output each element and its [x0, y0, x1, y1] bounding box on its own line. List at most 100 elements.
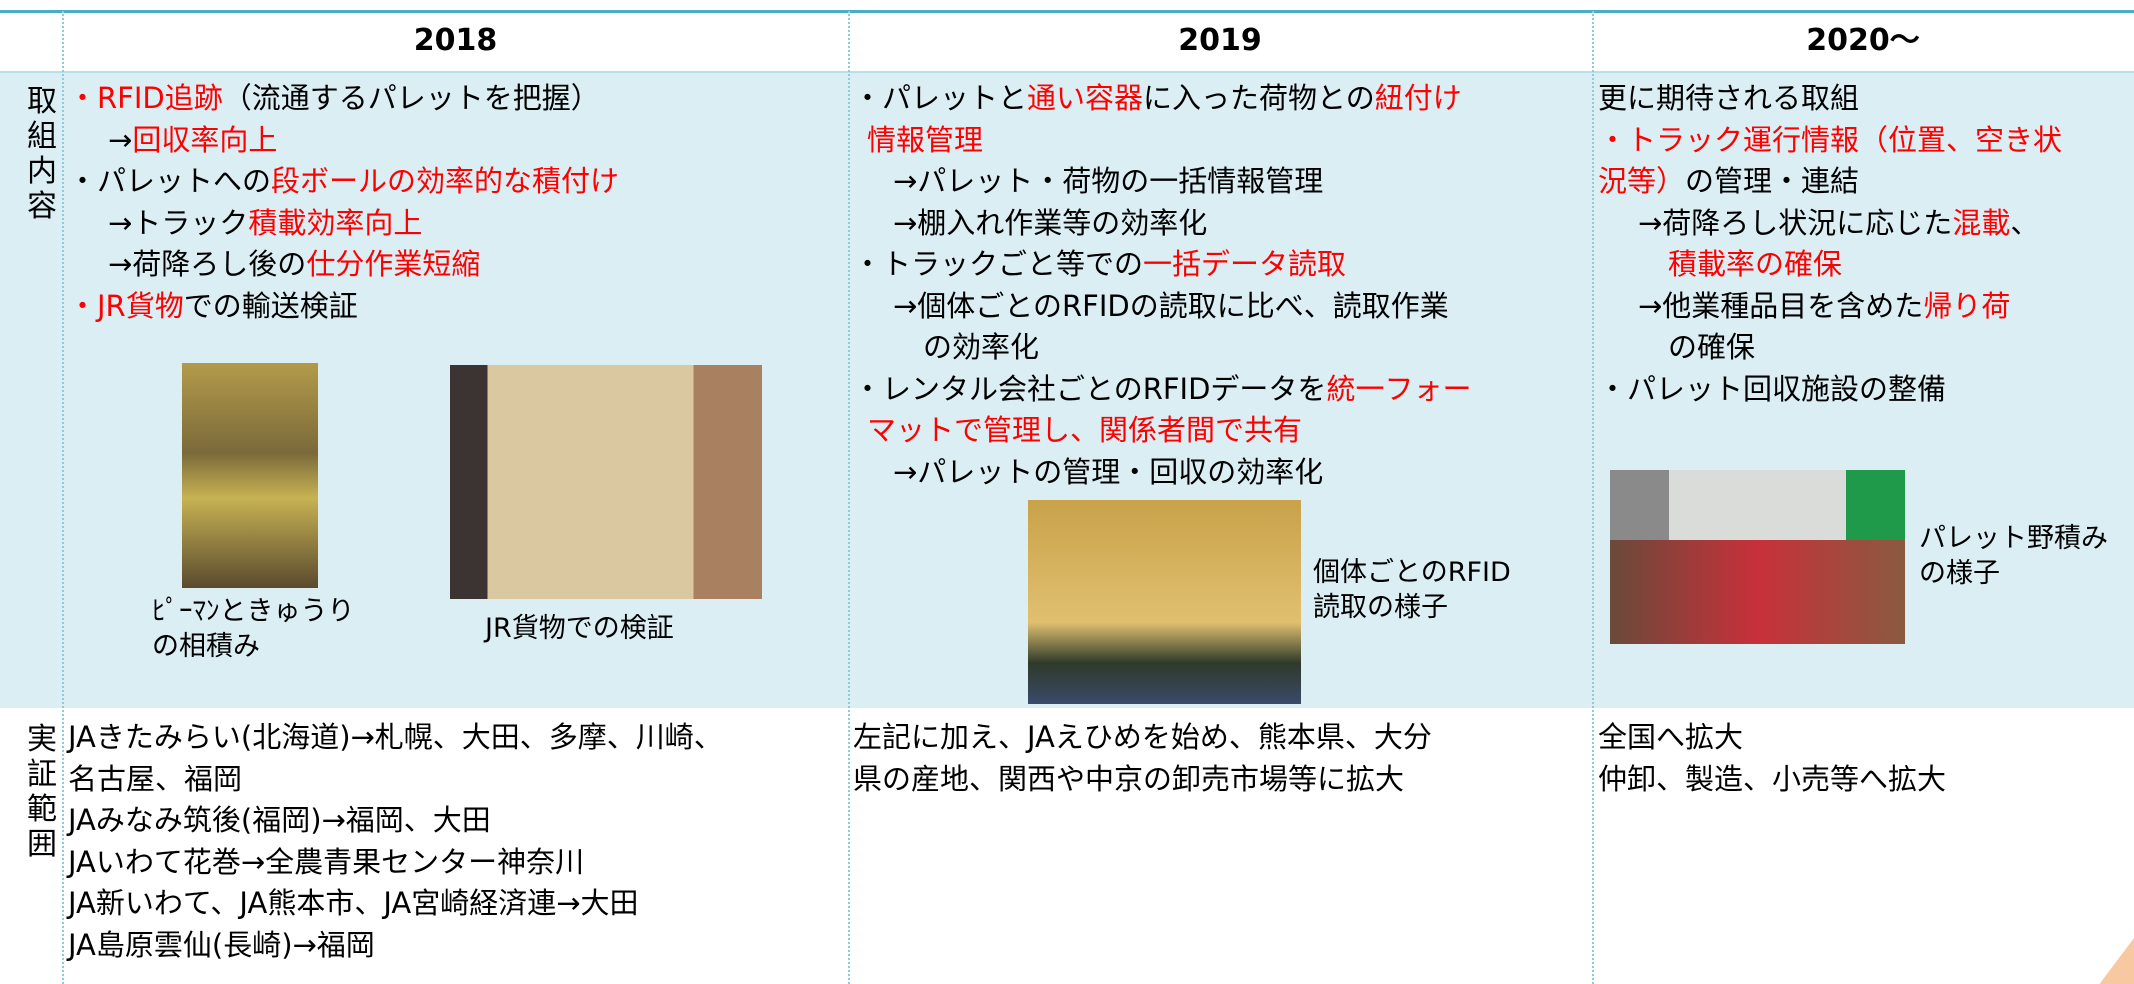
text-line: JAいわて花巻→全農青果センター神奈川 [68, 842, 584, 883]
text-line: の確保 [1668, 327, 1755, 368]
text: での輸送検証 [183, 288, 358, 323]
photo-caption: パレット野積み [1919, 523, 2108, 554]
text: JA新いわて、JA熊本市、JA宮崎経済連→大田 [68, 886, 639, 920]
text: →他業種品目を含めた [1638, 288, 1924, 323]
text: →荷降ろし後の [108, 247, 307, 281]
highlight-text: 積載率の確保 [1668, 247, 1843, 281]
text-line: →個体ごとのRFIDの読取に比べ、読取作業 [893, 286, 1449, 327]
text-line: →パレットの管理・回収の効率化 [893, 452, 1323, 493]
text: →トラック [108, 205, 249, 240]
text-line: 情報管理 [867, 120, 983, 161]
text: →パレットの管理・回収の効率化 [893, 454, 1324, 489]
text: ・パレットへの [68, 164, 272, 198]
text-line: ・パレット回収施設の整備 [1598, 369, 1946, 410]
text: （流通するパレットを把握） [222, 81, 600, 115]
text: の管理・連結 [1685, 164, 1860, 198]
highlight-text: 通い容器 [1027, 81, 1144, 115]
highlight-text: 混載 [1952, 205, 2011, 240]
column-divider [1592, 11, 1594, 984]
text-line: →回収率向上 [108, 120, 277, 161]
highlight-text: 一括データ読取 [1143, 247, 1347, 281]
highlight-text: 紐付け [1374, 81, 1462, 115]
highlight-text: 況等） [1598, 164, 1686, 198]
photo-caption: ﾋﾟｰﾏﾝときゅうり [152, 596, 355, 627]
text-line: JA新いわて、JA熊本市、JA宮崎経済連→大田 [68, 883, 639, 924]
text-line: ・レンタル会社ごとのRFIDデータを統一フォー [853, 369, 1471, 410]
highlight-text: 段ボールの効率的な積付け [271, 164, 620, 198]
text-line: JA島原雲仙(長崎)→福岡 [68, 925, 375, 966]
photo-caption: 読取の様子 [1313, 592, 1448, 623]
highlight-text: マットで管理し、関係者間で共有 [867, 413, 1303, 447]
photo [182, 363, 318, 588]
text-line: →パレット・荷物の一括情報管理 [893, 161, 1323, 202]
text: に入った荷物との [1143, 81, 1375, 115]
text-line: 全国へ拡大 [1598, 717, 1743, 758]
photo-caption: JR貨物での検証 [485, 613, 674, 644]
text: JA島原雲仙(長崎)→福岡 [68, 927, 375, 962]
column-header: 2018 [413, 23, 498, 58]
text-line: マットで管理し、関係者間で共有 [867, 410, 1302, 451]
photo [1610, 470, 1905, 644]
text-line: 名古屋、福岡 [68, 759, 242, 800]
text-line: 更に期待される取組 [1598, 78, 1859, 119]
photo [450, 365, 762, 599]
text-line: 況等）の管理・連結 [1598, 161, 1859, 202]
text: 更に期待される取組 [1598, 81, 1860, 115]
text: 仲卸、製造、小売等へ拡大 [1598, 761, 1947, 796]
text-line: →棚入れ作業等の効率化 [893, 203, 1207, 244]
row-label: 実証範囲 [27, 722, 57, 862]
highlight-text: 積載効率向上 [248, 205, 423, 240]
text: JAいわて花巻→全農青果センター神奈川 [68, 844, 585, 879]
text-line: ・パレットと通い容器に入った荷物との紐付け [853, 78, 1462, 119]
text: →個体ごとのRFIDの読取に比べ、読取作業 [893, 288, 1449, 323]
text-line: →荷降ろし状況に応じた混載、 [1638, 203, 2039, 244]
text-line: JAきたみらい(北海道)→札幌、大田、多摩、川崎、 [68, 717, 723, 758]
highlight-text: ・JR貨物 [68, 288, 184, 323]
highlight-text: ・トラック運行情報（位置、空き状 [1598, 122, 2063, 157]
text: →パレット・荷物の一括情報管理 [893, 164, 1324, 198]
text: 左記に加え、JAえひめを始め、熊本県、大分 [853, 720, 1432, 754]
column-divider [62, 11, 64, 984]
photo-caption: の様子 [1919, 558, 2000, 589]
text: 県の産地、関西や中京の卸売市場等に拡大 [853, 761, 1405, 796]
text: 、 [2010, 205, 2040, 240]
highlight-text: ・RFID追跡 [68, 81, 223, 115]
text-line: JAみなみ筑後(福岡)→福岡、大田 [68, 800, 491, 841]
text-line: 県の産地、関西や中京の卸売市場等に拡大 [853, 759, 1404, 800]
text-line: →トラック積載効率向上 [108, 203, 422, 244]
text: ・レンタル会社ごとのRFIDデータを [853, 371, 1327, 406]
text-line: 左記に加え、JAえひめを始め、熊本県、大分 [853, 717, 1432, 758]
text: 名古屋、福岡 [68, 761, 243, 796]
column-divider [848, 11, 850, 984]
photo-caption: 個体ごとのRFID [1313, 557, 1511, 588]
highlight-text: 回収率向上 [132, 122, 278, 157]
highlight-text: 統一フォー [1326, 371, 1472, 406]
text: ・パレットと [853, 81, 1028, 115]
photo-caption: の相積み [152, 631, 260, 662]
text: の効率化 [923, 330, 1040, 364]
column-header: 2019 [1178, 23, 1262, 58]
row-label: 取組内容 [27, 84, 57, 224]
text: →荷降ろし状況に応じた [1638, 205, 1953, 240]
text: 全国へ拡大 [1598, 720, 1744, 754]
text: ・トラックごと等での [853, 247, 1144, 281]
text-line: ・JR貨物での輸送検証 [68, 286, 358, 327]
highlight-text: 帰り荷 [1923, 288, 2011, 323]
row-divider [0, 708, 2134, 711]
highlight-text: 情報管理 [867, 122, 984, 157]
text-line: の効率化 [923, 327, 1039, 368]
text: → [108, 122, 133, 157]
row-divider [0, 71, 2134, 73]
text: ・パレット回収施設の整備 [1598, 371, 1947, 406]
text-line: ・パレットへの段ボールの効率的な積付け [68, 161, 619, 202]
text-line: →他業種品目を含めた帰り荷 [1638, 286, 2010, 327]
text: の確保 [1668, 330, 1756, 364]
top-border [0, 10, 2134, 13]
decoration [2095, 930, 2134, 984]
column-header: 2020〜 [1806, 23, 1920, 58]
text-line: 積載率の確保 [1668, 244, 1842, 285]
text-line: 仲卸、製造、小売等へ拡大 [1598, 759, 1946, 800]
text: →棚入れ作業等の効率化 [893, 205, 1208, 240]
text-line: ・トラックごと等での一括データ読取 [853, 244, 1346, 285]
